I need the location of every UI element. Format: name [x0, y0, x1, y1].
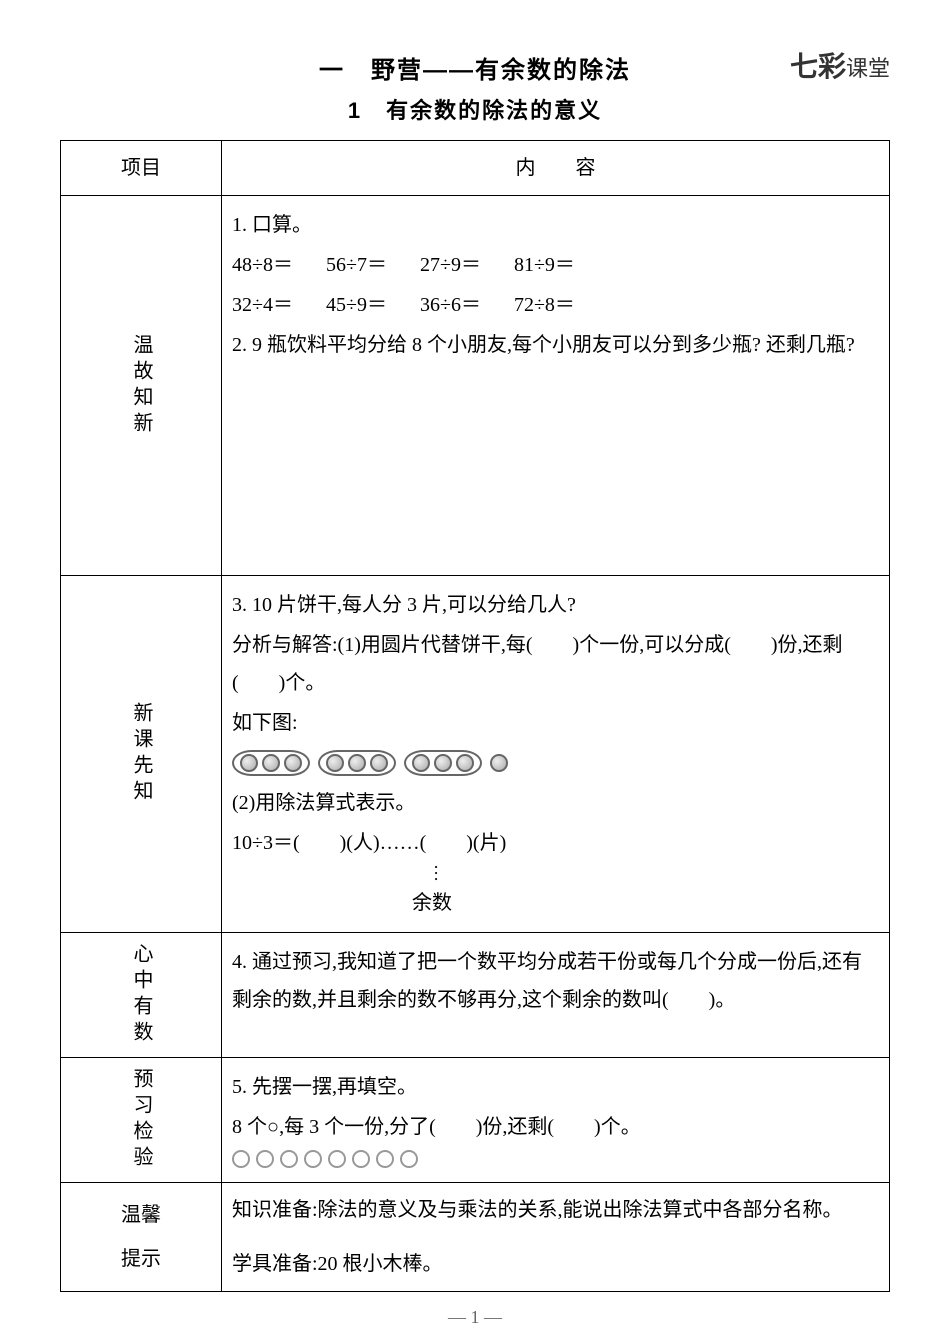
q3a: 分析与解答:(1)用圆片代替饼干,每( )个一份,可以分成( )份,还剩( )个…	[232, 626, 879, 702]
header-col1: 项目	[61, 141, 222, 196]
brand-logo: 七彩课堂	[790, 45, 890, 85]
small-circle-icon	[376, 1150, 394, 1168]
header-col2: 内 容	[222, 141, 890, 196]
q3: 3. 10 片饼干,每人分 3 片,可以分给几人?	[232, 586, 879, 624]
label-review: 温故知新	[61, 196, 222, 576]
title-block: 一 野营——有余数的除法 1 有余数的除法的意义	[60, 50, 890, 125]
row-check: 预习检验 5. 先摆一摆,再填空。 8 个○,每 3 个一份,分了( )份,还剩…	[61, 1058, 890, 1183]
tip-1: 知识准备:除法的意义及与乘法的关系,能说出除法算式中各部分名称。	[222, 1183, 890, 1238]
content-know: 4. 通过预习,我知道了把一个数平均分成若干份或每几个分成一份后,还有剩余的数,…	[222, 933, 890, 1058]
row-know: 心中有数 4. 通过预习,我知道了把一个数平均分成若干份或每几个分成一份后,还有…	[61, 933, 890, 1058]
row-new: 新课先知 3. 10 片饼干,每人分 3 片,可以分给几人? 分析与解答:(1)…	[61, 576, 890, 933]
circle-icon	[284, 754, 302, 772]
header-row: 项目 内 容	[61, 141, 890, 196]
calc-row-2: 32÷4＝ 45÷9＝ 36÷6＝ 72÷8＝	[232, 286, 879, 324]
label-know: 心中有数	[61, 933, 222, 1058]
circle-icon	[326, 754, 344, 772]
q3b: 如下图:	[232, 704, 879, 742]
circle-icon	[434, 754, 452, 772]
q5: 5. 先摆一摆,再填空。	[232, 1068, 879, 1106]
oval-diagram	[232, 750, 879, 776]
small-circle-icon	[352, 1150, 370, 1168]
small-circle-icon	[232, 1150, 250, 1168]
q1-title: 1. 口算。	[232, 206, 879, 244]
oval-group	[318, 750, 396, 776]
label-new: 新课先知	[61, 576, 222, 933]
content-review: 1. 口算。 48÷8＝ 56÷7＝ 27÷9＝ 81÷9＝ 32÷4＝ 45÷…	[222, 196, 890, 576]
small-circles	[232, 1150, 879, 1168]
page-number: — 1 —	[60, 1307, 890, 1328]
worksheet-table: 项目 内 容 温故知新 1. 口算。 48÷8＝ 56÷7＝ 27÷9＝ 81÷…	[60, 140, 890, 1292]
title-sub: 1 有余数的除法的意义	[60, 93, 890, 125]
circle-icon	[348, 754, 366, 772]
label-check: 预习检验	[61, 1058, 222, 1183]
content-check: 5. 先摆一摆,再填空。 8 个○,每 3 个一份,分了( )份,还剩( )个。	[222, 1058, 890, 1183]
small-circle-icon	[280, 1150, 298, 1168]
row-review: 温故知新 1. 口算。 48÷8＝ 56÷7＝ 27÷9＝ 81÷9＝ 32÷4…	[61, 196, 890, 576]
oval-group	[404, 750, 482, 776]
circle-icon	[456, 754, 474, 772]
label-tip: 温馨提示	[61, 1183, 222, 1292]
oval-group	[232, 750, 310, 776]
content-new: 3. 10 片饼干,每人分 3 片,可以分给几人? 分析与解答:(1)用圆片代替…	[222, 576, 890, 933]
circle-icon	[412, 754, 430, 772]
row-tip-1: 温馨提示 知识准备:除法的意义及与乘法的关系,能说出除法算式中各部分名称。	[61, 1183, 890, 1238]
circle-icon	[370, 754, 388, 772]
small-circle-icon	[256, 1150, 274, 1168]
q4: 4. 通过预习,我知道了把一个数平均分成若干份或每几个分成一份后,还有剩余的数,…	[232, 943, 879, 1019]
vdots-icon: …	[432, 864, 450, 882]
circle-icon	[262, 754, 280, 772]
small-circle-icon	[328, 1150, 346, 1168]
q3c: (2)用除法算式表示。	[232, 784, 879, 822]
title-main: 一 野营——有余数的除法	[60, 50, 890, 85]
small-circle-icon	[304, 1150, 322, 1168]
yushu-label: 余数	[412, 884, 879, 922]
q5a: 8 个○,每 3 个一份,分了( )份,还剩( )个。	[232, 1108, 879, 1146]
circle-icon	[240, 754, 258, 772]
q3d: 10÷3＝( )(人)……( )(片)	[232, 824, 879, 862]
calc-row-1: 48÷8＝ 56÷7＝ 27÷9＝ 81÷9＝	[232, 246, 879, 284]
q2: 2. 9 瓶饮料平均分给 8 个小朋友,每个小朋友可以分到多少瓶? 还剩几瓶?	[232, 326, 879, 364]
tip-2: 学具准备:20 根小木棒。	[222, 1237, 890, 1292]
circle-icon	[490, 754, 508, 772]
small-circle-icon	[400, 1150, 418, 1168]
